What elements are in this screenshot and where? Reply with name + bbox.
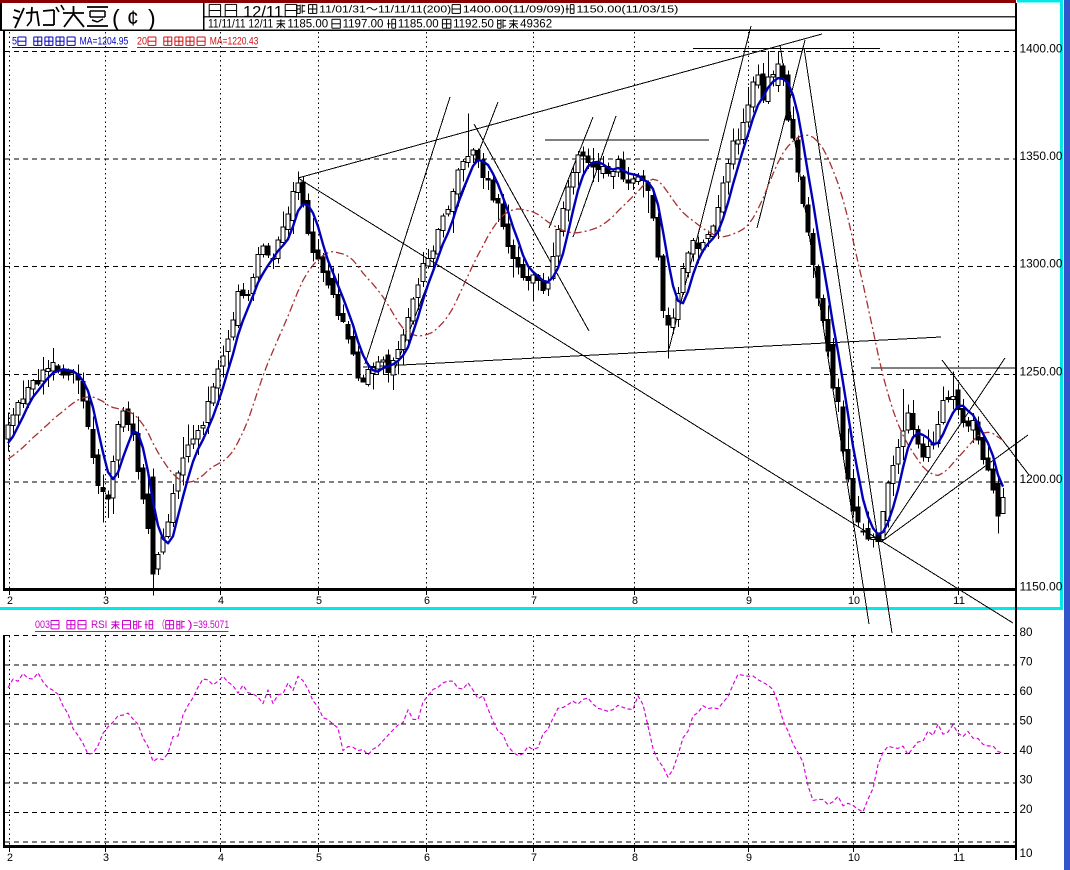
svg-text:MA=1220.43: MA=1220.43 bbox=[207, 36, 258, 48]
svg-text:1400.00: 1400.00 bbox=[1020, 44, 1063, 56]
svg-text:2: 2 bbox=[7, 595, 13, 607]
svg-text:8: 8 bbox=[632, 852, 638, 864]
svg-text:3: 3 bbox=[103, 852, 109, 864]
svg-text:=39.5071: =39.5071 bbox=[193, 619, 229, 631]
svg-text:10: 10 bbox=[1020, 848, 1033, 860]
svg-text:40: 40 bbox=[1020, 745, 1033, 757]
svg-text:6: 6 bbox=[424, 595, 430, 607]
svg-text:5: 5 bbox=[12, 36, 17, 48]
svg-text:70: 70 bbox=[1020, 657, 1033, 669]
svg-text:1185.00: 1185.00 bbox=[287, 17, 331, 31]
svg-text:4: 4 bbox=[218, 852, 224, 864]
svg-text:8: 8 bbox=[632, 595, 638, 607]
svg-text:1300.00: 1300.00 bbox=[1020, 259, 1063, 271]
svg-text:003: 003 bbox=[35, 619, 50, 631]
svg-text:11/01/31～11/11/11(200): 11/01/31～11/11/11(200) bbox=[319, 4, 451, 16]
svg-text:1185.00: 1185.00 bbox=[398, 17, 442, 31]
svg-text:RSI: RSI bbox=[88, 619, 110, 631]
svg-text:1150.00(11/03/15): 1150.00(11/03/15) bbox=[576, 4, 678, 16]
svg-text:10: 10 bbox=[848, 595, 860, 607]
svg-text:MA=1204.95: MA=1204.95 bbox=[77, 36, 128, 48]
svg-text:9: 9 bbox=[746, 595, 752, 607]
svg-text:20: 20 bbox=[137, 36, 147, 48]
svg-text:11/11/11 12/11: 11/11/11 12/11 bbox=[208, 17, 276, 31]
svg-text:): ) bbox=[188, 619, 193, 631]
svg-text:12/11: 12/11 bbox=[243, 4, 283, 21]
svg-text:20: 20 bbox=[1020, 804, 1033, 816]
svg-text:1192.50: 1192.50 bbox=[453, 17, 497, 31]
svg-text:5: 5 bbox=[316, 595, 322, 607]
svg-text:1250.00: 1250.00 bbox=[1020, 366, 1063, 378]
svg-text:11: 11 bbox=[953, 852, 965, 864]
svg-text:60: 60 bbox=[1020, 686, 1033, 698]
svg-text:¢: ¢ bbox=[127, 7, 139, 30]
svg-text:（: （ bbox=[155, 618, 165, 631]
svg-text:1400.00(11/09/09): 1400.00(11/09/09) bbox=[463, 4, 565, 16]
svg-text:1197.00: 1197.00 bbox=[343, 17, 387, 31]
svg-text:7: 7 bbox=[531, 595, 537, 607]
svg-text:49362: 49362 bbox=[520, 17, 552, 31]
svg-text:10: 10 bbox=[848, 852, 860, 864]
svg-text:2: 2 bbox=[7, 852, 13, 864]
svg-text:3: 3 bbox=[103, 595, 109, 607]
svg-text:1150.00: 1150.00 bbox=[1020, 582, 1063, 594]
svg-text:50: 50 bbox=[1020, 716, 1033, 728]
svg-text:9: 9 bbox=[746, 852, 752, 864]
svg-text:80: 80 bbox=[1020, 627, 1033, 639]
svg-text:6: 6 bbox=[424, 852, 430, 864]
svg-text:30: 30 bbox=[1020, 775, 1033, 787]
svg-text:4: 4 bbox=[218, 595, 224, 607]
svg-text:7: 7 bbox=[531, 852, 537, 864]
svg-text:): ) bbox=[148, 5, 156, 31]
svg-text:11: 11 bbox=[953, 595, 965, 607]
svg-text:1200.00: 1200.00 bbox=[1020, 474, 1063, 486]
svg-text:(: ( bbox=[112, 5, 120, 31]
svg-text:5: 5 bbox=[316, 852, 322, 864]
svg-text:1350.00: 1350.00 bbox=[1020, 151, 1063, 163]
